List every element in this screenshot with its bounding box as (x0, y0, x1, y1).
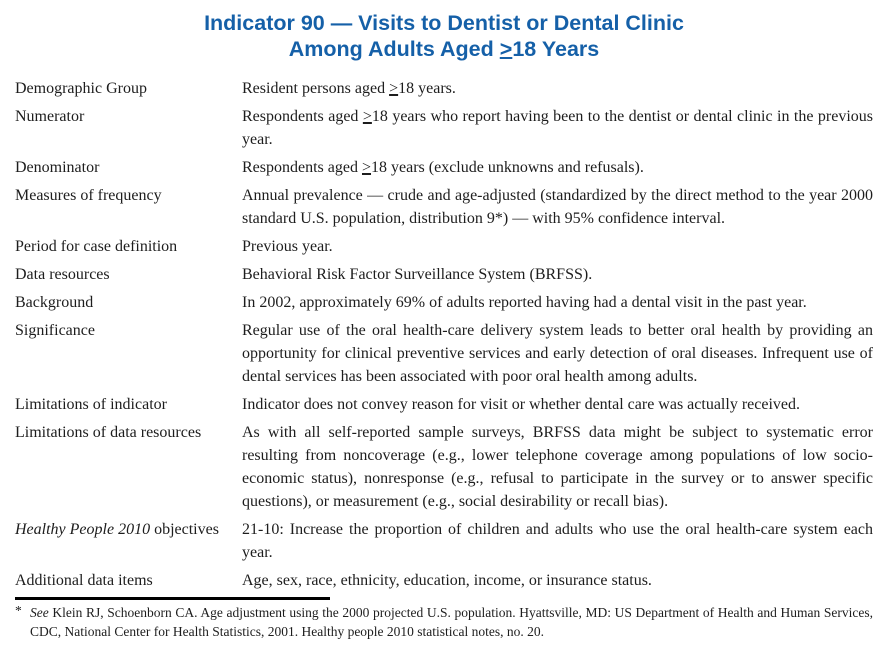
greater-equal-glyph: > (361, 159, 372, 176)
row-label: Significance (15, 322, 95, 339)
row-value: Annual prevalence — crude and age-adjust… (242, 187, 873, 227)
footnote-text: Klein RJ, Schoenborn CA. Age adjustment … (30, 605, 873, 639)
row-value: In 2002, approximately 69% of adults rep… (242, 294, 807, 311)
row-value: Regular use of the oral health-care deli… (242, 322, 873, 385)
table-row-period-for-case-definition: Period for case definition Previous year… (15, 235, 873, 258)
table-row-data-resources: Data resources Behavioral Risk Factor Su… (15, 263, 873, 286)
table-row-numerator: Numerator Respondents aged >18 years who… (15, 105, 873, 151)
row-value: Indicator does not convey reason for vis… (242, 396, 800, 413)
row-label: Denominator (15, 159, 100, 176)
footnote-asterisk: * (15, 603, 22, 618)
page-title: Indicator 90 — Visits to Dentist or Dent… (15, 10, 873, 62)
greater-equal-glyph: > (362, 108, 372, 125)
row-label: Background (15, 294, 94, 311)
row-value: Previous year. (242, 238, 333, 255)
table-row-limitations-of-indicator: Limitations of indicator Indicator does … (15, 393, 873, 416)
row-label: Data resources (15, 266, 110, 283)
greater-equal-glyph: > (499, 37, 513, 61)
row-value: Resident persons aged >18 years. (242, 80, 456, 97)
row-label: Numerator (15, 108, 85, 125)
footnote: * See Klein RJ, Schoenborn CA. Age adjust… (15, 603, 873, 641)
row-value: Age, sex, race, ethnicity, education, in… (242, 572, 652, 589)
page-title-line2: Among Adults Aged >18 Years (288, 37, 600, 61)
table-row-background: Background In 2002, approximately 69% of… (15, 291, 873, 314)
row-value: Respondents aged >18 years who report ha… (242, 108, 873, 148)
row-label: Limitations of indicator (15, 396, 167, 413)
footnote-divider-rule (15, 597, 330, 600)
indicator-definition-table: Demographic Group Resident persons aged … (15, 77, 873, 592)
row-label-italic-part: Healthy People 2010 (15, 521, 151, 538)
row-value: Respondents aged >18 years (exclude unkn… (242, 159, 644, 176)
greater-equal-glyph: > (389, 80, 399, 97)
table-row-healthy-people-2010-objectives: Healthy People 2010 objectives 21-10: In… (15, 518, 873, 564)
row-value: As with all self-reported sample surveys… (242, 424, 873, 510)
table-row-demographic-group: Demographic Group Resident persons aged … (15, 77, 873, 100)
row-label-regular-part: objectives (150, 521, 219, 538)
row-label: Demographic Group (15, 80, 147, 97)
row-value: Behavioral Risk Factor Surveillance Syst… (242, 266, 593, 283)
page-title-line1: Indicator 90 — Visits to Dentist or Dent… (204, 11, 684, 35)
row-value: 21-10: Increase the proportion of childr… (242, 521, 873, 561)
table-row-significance: Significance Regular use of the oral hea… (15, 319, 873, 388)
row-label: Additional data items (15, 572, 153, 589)
row-label: Period for case definition (15, 238, 178, 255)
table-row-measures-of-frequency: Measures of frequency Annual prevalence … (15, 184, 873, 230)
row-label: Limitations of data resources (15, 424, 202, 441)
row-label: Measures of frequency (15, 187, 162, 204)
table-row-denominator: Denominator Respondents aged >18 years (… (15, 156, 873, 179)
table-row-additional-data-items: Additional data items Age, sex, race, et… (15, 569, 873, 592)
row-label: Healthy People 2010 objectives (15, 518, 242, 564)
table-row-limitations-of-data-resources: Limitations of data resources As with al… (15, 421, 873, 513)
footnote-see: See (30, 605, 49, 620)
